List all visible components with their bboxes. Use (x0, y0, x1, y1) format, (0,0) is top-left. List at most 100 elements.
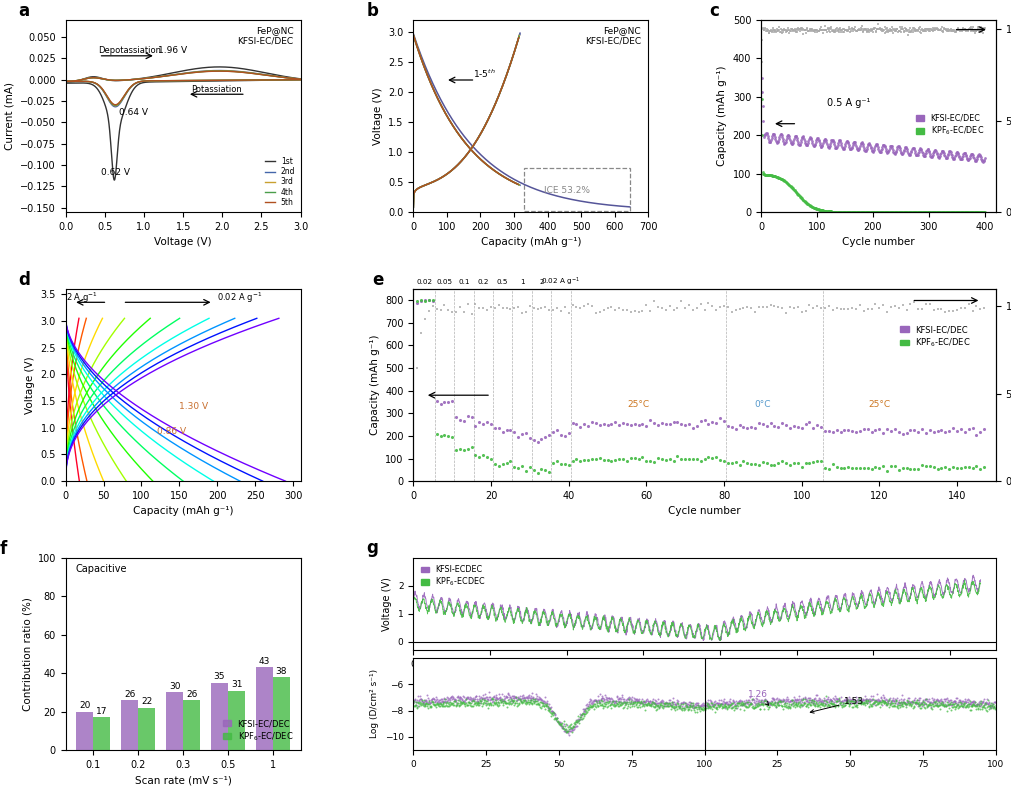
Point (504, 689, 521, 702)
Point (537, 464, 553, 477)
Point (880, 22, 896, 35)
Point (584, 452, 601, 465)
Point (630, 697, 646, 709)
Point (533, 693, 549, 706)
Point (460, 409, 476, 422)
Point (896, 693, 912, 706)
Point (600, 453, 616, 466)
Point (971, 206, 987, 219)
Point (433, 303, 449, 316)
Point (794, 132, 810, 144)
Point (681, 702, 698, 715)
Point (822, 22, 838, 34)
Point (946, 206, 962, 219)
Point (482, 693, 498, 705)
Point (963, 25, 980, 38)
Point (649, 697, 665, 709)
Point (654, 693, 670, 706)
Point (801, 693, 817, 706)
Point (783, 697, 799, 710)
Point (785, 137, 801, 150)
Point (753, 56, 769, 69)
Point (946, 695, 962, 708)
Point (693, 454, 709, 467)
Point (405, 693, 422, 706)
Point (559, 726, 575, 739)
Point (753, 71, 769, 84)
Point (906, 22, 922, 34)
Point (821, 140, 837, 153)
Point (658, 453, 674, 466)
Point (405, 695, 422, 708)
Point (493, 696, 510, 709)
Point (912, 206, 928, 219)
Point (949, 22, 966, 34)
Point (637, 695, 653, 708)
Point (545, 706, 561, 719)
Point (962, 695, 979, 708)
Point (427, 695, 443, 708)
Point (955, 148, 972, 160)
Point (882, 701, 898, 713)
Point (826, 698, 842, 711)
Point (406, 698, 423, 711)
Point (735, 697, 751, 710)
X-axis label: Capacity (mAh g⁻¹): Capacity (mAh g⁻¹) (480, 237, 581, 247)
Point (448, 700, 464, 713)
Point (809, 700, 825, 713)
Point (456, 697, 472, 710)
Point (613, 696, 629, 709)
Point (848, 425, 864, 438)
Point (789, 26, 805, 38)
Point (724, 306, 740, 318)
Point (847, 693, 863, 706)
Point (918, 460, 934, 472)
Point (954, 696, 971, 709)
Point (638, 697, 654, 710)
Point (412, 690, 429, 703)
Point (437, 429, 453, 442)
Point (811, 698, 827, 711)
Point (858, 142, 875, 155)
Point (819, 693, 835, 705)
Point (470, 696, 486, 709)
Point (834, 206, 850, 219)
Point (943, 700, 959, 713)
Point (827, 205, 843, 218)
Point (764, 696, 780, 709)
Point (422, 695, 438, 708)
Point (840, 461, 856, 474)
Point (959, 206, 976, 219)
Point (863, 23, 880, 36)
Point (636, 700, 652, 713)
Point (806, 697, 822, 709)
Point (839, 695, 855, 708)
Point (798, 417, 814, 430)
Point (487, 689, 503, 701)
Point (796, 194, 812, 207)
Point (745, 699, 761, 712)
Point (974, 22, 990, 34)
Point (434, 699, 450, 712)
Point (564, 722, 580, 735)
Point (736, 704, 752, 717)
Point (443, 698, 459, 711)
Point (860, 701, 877, 713)
Point (960, 206, 977, 219)
Point (765, 698, 782, 711)
Point (891, 697, 907, 709)
Point (798, 700, 814, 713)
Point (838, 697, 854, 709)
Point (792, 696, 808, 709)
Point (910, 147, 926, 160)
Point (857, 144, 874, 157)
Point (931, 151, 947, 164)
Point (731, 419, 747, 432)
Point (901, 25, 917, 38)
Point (660, 697, 676, 709)
Point (837, 140, 853, 152)
Point (827, 23, 843, 36)
Point (698, 696, 714, 709)
Point (584, 699, 601, 712)
Point (897, 697, 913, 709)
